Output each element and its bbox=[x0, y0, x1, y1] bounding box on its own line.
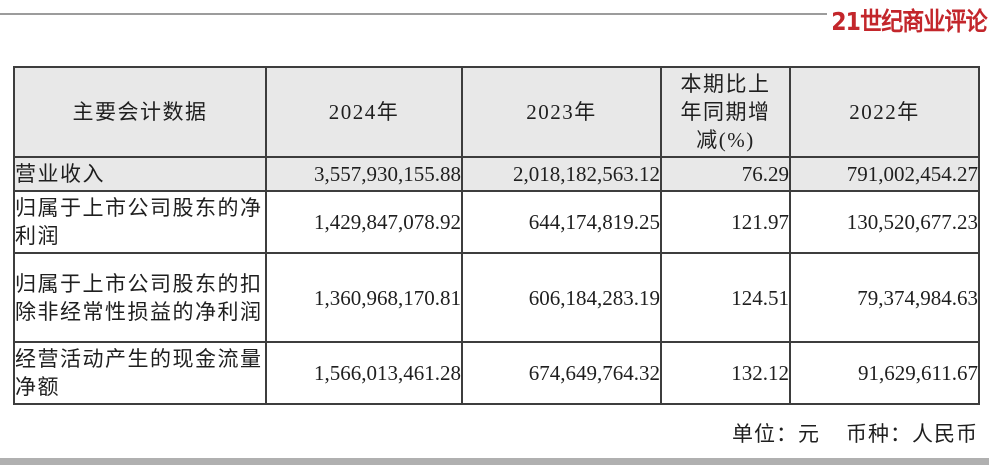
value-change: 76.29 bbox=[660, 156, 791, 192]
unit-currency-note: 单位：元 币种：人民币 bbox=[732, 420, 978, 448]
value-2024: 1,429,847,078.92 bbox=[265, 190, 463, 254]
header-main-accounting-data: 主要会计数据 bbox=[13, 66, 267, 158]
row-label: 营业收入 bbox=[13, 156, 267, 192]
table-row-revenue: 营业收入 3,557,930,155.88 2,018,182,563.12 7… bbox=[13, 156, 980, 192]
bottom-scroll-bar bbox=[0, 458, 989, 465]
financial-summary-table: 主要会计数据 2024年 2023年 本期比上 年同期增 减(%) 2022年 … bbox=[13, 66, 980, 405]
table-row-net-profit: 归属于上市公司股东的净利润 1,429,847,078.92 644,174,8… bbox=[13, 190, 980, 254]
value-2023: 674,649,764.32 bbox=[461, 341, 662, 405]
value-change: 124.51 bbox=[660, 252, 791, 343]
value-2024: 1,566,013,461.28 bbox=[265, 341, 463, 405]
top-divider-rule bbox=[0, 13, 827, 15]
value-2022: 791,002,454.27 bbox=[789, 156, 980, 192]
header-2023: 2023年 bbox=[461, 66, 662, 158]
value-2023: 606,184,283.19 bbox=[461, 252, 662, 343]
value-2024: 1,360,968,170.81 bbox=[265, 252, 463, 343]
currency-label: 币种：人民币 bbox=[846, 422, 978, 446]
unit-label: 单位：元 bbox=[732, 422, 820, 446]
value-2024: 3,557,930,155.88 bbox=[265, 156, 463, 192]
value-2022: 91,629,611.67 bbox=[789, 341, 980, 405]
table-row-operating-cash-flow: 经营活动产生的现金流量净额 1,566,013,461.28 674,649,7… bbox=[13, 341, 980, 405]
value-2023: 2,018,182,563.12 bbox=[461, 156, 662, 192]
table-row-net-profit-excl-nonrecurring: 归属于上市公司股东的扣除非经常性损益的净利润 1,360,968,170.81 … bbox=[13, 252, 980, 343]
value-2022: 79,374,984.63 bbox=[789, 252, 980, 343]
row-label: 归属于上市公司股东的净利润 bbox=[13, 190, 267, 254]
row-label: 归属于上市公司股东的扣除非经常性损益的净利润 bbox=[13, 252, 267, 343]
value-2022: 130,520,677.23 bbox=[789, 190, 980, 254]
row-label: 经营活动产生的现金流量净额 bbox=[13, 341, 267, 405]
value-2023: 644,174,819.25 bbox=[461, 190, 662, 254]
header-yoy-change: 本期比上 年同期增 减(%) bbox=[660, 66, 791, 158]
value-change: 132.12 bbox=[660, 341, 791, 405]
logo-21cbr: 21世纪商业评论 bbox=[831, 7, 987, 36]
value-change: 121.97 bbox=[660, 190, 791, 254]
header-2022: 2022年 bbox=[789, 66, 980, 158]
header-2024: 2024年 bbox=[265, 66, 463, 158]
table-header-row: 主要会计数据 2024年 2023年 本期比上 年同期增 减(%) 2022年 bbox=[13, 66, 980, 158]
